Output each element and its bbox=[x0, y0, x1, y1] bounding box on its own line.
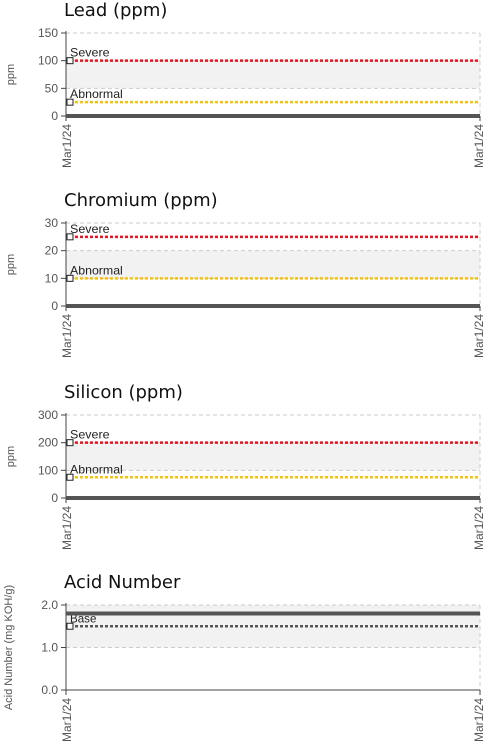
x-tick-label: Mar1/24 bbox=[60, 314, 74, 358]
chart-title: Lead (ppm) bbox=[64, 0, 168, 21]
x-tick-label: Mar1/24 bbox=[60, 698, 74, 742]
y-tick-label: 300 bbox=[38, 408, 58, 422]
acid-number-chart: 0.0 1.0 2.0 Acid Number (mg KOH/g) Mar1/24 Ma… bbox=[3, 585, 486, 742]
y-axis-label: ppm bbox=[5, 446, 17, 467]
threshold-label-abnormal: Abnormal bbox=[70, 462, 123, 476]
y-tick-label: 0 bbox=[51, 299, 58, 313]
threshold-marker bbox=[66, 57, 74, 65]
y-tick-label: 50 bbox=[45, 81, 59, 95]
threshold-marker bbox=[66, 622, 74, 630]
y-tick-label: 10 bbox=[45, 271, 59, 285]
threshold-label-severe: Severe bbox=[70, 46, 110, 60]
chart-title: Acid Number bbox=[64, 572, 181, 593]
plot-band bbox=[66, 250, 480, 279]
x-tick-label: Mar1/24 bbox=[472, 314, 486, 358]
y-tick-label: 0.0 bbox=[41, 683, 58, 697]
y-tick-label: 100 bbox=[38, 463, 58, 477]
y-tick-label: 100 bbox=[38, 54, 58, 68]
chart-panel-acid-number: Acid Number 0.0 1.0 2.0 Acid Number (mg KOH… bbox=[0, 572, 496, 747]
threshold-label-abnormal: Abnormal bbox=[70, 87, 123, 101]
threshold-marker bbox=[66, 274, 74, 282]
y-tick-label: 30 bbox=[45, 216, 59, 230]
threshold-marker bbox=[66, 473, 74, 481]
lead-chart: 0 50 100 150 ppm Mar1/24 Mar1/24 Severe Abnormal bbox=[5, 26, 486, 168]
threshold-label-severe: Severe bbox=[70, 222, 110, 236]
threshold-marker bbox=[66, 98, 74, 106]
y-tick-label: 150 bbox=[38, 26, 58, 40]
threshold-label-severe: Severe bbox=[70, 428, 110, 442]
threshold-label-abnormal: Abnormal bbox=[70, 263, 123, 277]
chart-title: Chromium (ppm) bbox=[64, 190, 218, 211]
silicon-chart: 0 100 200 300 ppm Mar1/24 Mar1/24 Severe Abnorma… bbox=[5, 408, 486, 550]
chart-title: Silicon (ppm) bbox=[64, 382, 183, 403]
chromium-chart: 0 10 20 30 ppm Mar1/24 Mar1/24 Severe Abnormal bbox=[5, 216, 486, 358]
chart-panel-silicon: Silicon (ppm) 0 100 200 300 ppm Mar1/24 Mar1/2… bbox=[0, 382, 496, 562]
y-axis-label: ppm bbox=[5, 64, 17, 85]
y-tick-label: 20 bbox=[45, 244, 59, 258]
y-tick-label: 0 bbox=[51, 109, 58, 123]
x-tick-label: Mar1/24 bbox=[472, 124, 486, 168]
y-axis-label: Acid Number (mg KOH/g) bbox=[3, 585, 15, 710]
x-tick-label: Mar1/24 bbox=[60, 506, 74, 550]
chart-panel-lead: Lead (ppm) 0 50 100 150 ppm Mar1/24 Mar1/24 Sev… bbox=[0, 0, 496, 180]
x-tick-label: Mar1/24 bbox=[472, 698, 486, 742]
chart-panel-chromium: Chromium (ppm) 0 10 20 30 ppm Mar1/24 Mar1/24 S… bbox=[0, 190, 496, 370]
x-tick-label: Mar1/24 bbox=[60, 124, 74, 168]
plot-band bbox=[66, 442, 480, 471]
y-tick-label: 0 bbox=[51, 491, 58, 505]
y-axis-label: ppm bbox=[5, 254, 17, 275]
threshold-marker bbox=[66, 439, 74, 447]
y-tick-label: 1.0 bbox=[41, 641, 58, 655]
threshold-marker bbox=[66, 233, 74, 241]
y-tick-label: 2.0 bbox=[41, 598, 58, 612]
plot-band bbox=[66, 60, 480, 89]
y-tick-label: 200 bbox=[38, 436, 58, 450]
x-tick-label: Mar1/24 bbox=[472, 506, 486, 550]
